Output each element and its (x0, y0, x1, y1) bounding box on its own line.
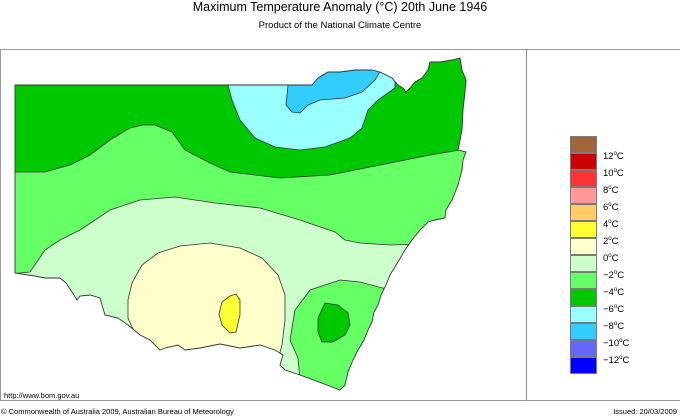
legend-swatch-12 (570, 340, 597, 357)
legend-swatch-8 (570, 272, 597, 289)
chart-subtitle: Product of the National Climate Centre (258, 20, 422, 31)
map-legend-divider (526, 49, 527, 401)
legend-label: 0oC (603, 253, 619, 264)
legend-swatch-6 (570, 238, 597, 255)
legend-swatch-4 (570, 204, 597, 221)
chart-title: Maximum Temperature Anomaly (°C) 20th Ju… (192, 0, 488, 14)
legend-swatch-11 (570, 323, 597, 340)
legend-label: 10oC (603, 168, 624, 179)
bom-url-link[interactable]: http://www.bom.gov.au (4, 391, 80, 400)
legend-swatch-10 (570, 306, 597, 323)
issued-date: Issued: 20/03/2009 (613, 407, 677, 416)
zone-minus4-to-minus2-southeast (289, 279, 451, 390)
legend-swatch-5 (570, 221, 597, 238)
legend-swatch-13 (570, 357, 597, 374)
legend-label: −2oC (603, 270, 625, 281)
legend-label: 12oC (603, 151, 624, 162)
zone-2-to-4 (218, 293, 241, 334)
legend-label: −4oC (603, 287, 625, 298)
legend-label: −6oC (603, 304, 625, 315)
legend-label: 8oC (603, 185, 619, 196)
map-frame (0, 49, 680, 401)
legend-swatch-2 (570, 170, 597, 187)
legend-label: −10oC (603, 338, 630, 349)
legend-label: −8oC (603, 321, 625, 332)
zone-minus6-to-minus4-southeast (317, 302, 351, 343)
nsw-anomaly-map (14, 57, 467, 391)
legend-swatch-0 (570, 136, 597, 153)
legend-swatch-1 (570, 153, 597, 170)
copyright-notice: © Commonwealth of Australia 2009, Austra… (1, 407, 234, 416)
legend-swatch-7 (570, 255, 597, 272)
nsw-border (14, 57, 467, 391)
legend-label: 2oC (603, 236, 619, 247)
legend-swatch-3 (570, 187, 597, 204)
legend-label: 6oC (603, 202, 619, 213)
legend-label: 4oC (603, 219, 619, 230)
legend-swatch-9 (570, 289, 597, 306)
legend-label: −12oC (603, 355, 630, 366)
